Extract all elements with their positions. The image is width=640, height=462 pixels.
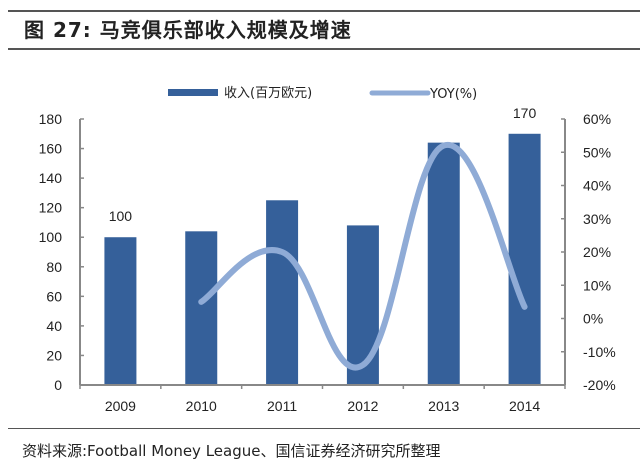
x-tick-label-2013: 2013	[428, 398, 459, 414]
chart-title: 图 27: 马竞俱乐部收入规模及增速	[24, 18, 352, 42]
left-tick-label: 40	[46, 318, 62, 334]
data-label-2009: 100	[109, 208, 133, 224]
right-tick-label: 60%	[583, 111, 611, 127]
left-tick-label: 0	[54, 377, 62, 393]
top-rule	[8, 10, 640, 12]
yoy-line	[198, 142, 528, 371]
left-tick-label: 160	[39, 141, 63, 157]
data-label-2014: 170	[513, 105, 537, 121]
legend-bar-swatch	[168, 89, 218, 96]
legend-label-revenue: 收入(百万欧元)	[224, 86, 312, 101]
x-tick-label-2012: 2012	[347, 398, 378, 414]
left-tick-label: 120	[39, 200, 63, 216]
bar-2011	[266, 200, 299, 385]
right-tick-label: -10%	[583, 344, 616, 360]
legend-label-yoy: YOY(%)	[429, 87, 477, 102]
left-tick-label: 80	[46, 259, 62, 275]
right-tick-label: 30%	[583, 211, 611, 227]
bar-2013	[427, 142, 460, 385]
bar-2009	[104, 237, 137, 385]
bar-2012	[346, 225, 379, 385]
bar-2014	[508, 133, 541, 385]
x-tick-label-2011: 2011	[267, 398, 297, 414]
right-tick-label: 20%	[583, 244, 611, 260]
left-tick-label: 20	[46, 347, 62, 363]
right-tick-label: 10%	[583, 277, 611, 293]
x-tick-label-2010: 2010	[186, 398, 217, 414]
right-tick-label: 50%	[583, 144, 611, 160]
title-rule	[8, 48, 640, 50]
footer-rule	[8, 428, 640, 429]
right-tick-label: -20%	[583, 377, 616, 393]
left-tick-label: 180	[39, 111, 63, 127]
bar-2010	[185, 231, 218, 385]
left-tick-label: 140	[39, 170, 63, 186]
left-tick-label: 60	[46, 288, 62, 304]
left-tick-label: 100	[39, 229, 63, 245]
x-tick-label-2014: 2014	[509, 398, 540, 414]
chart: 收入(百万欧元) YOY(%) 100 170 0 20 40 60 80 100 120 140 16…	[39, 86, 616, 414]
right-tick-label: 40%	[583, 178, 611, 194]
x-tick-label-2009: 2009	[105, 398, 136, 414]
source-note: 资料来源:Football Money League、国信证券经济研究所整理	[22, 442, 441, 460]
right-tick-label: 0%	[583, 311, 603, 327]
